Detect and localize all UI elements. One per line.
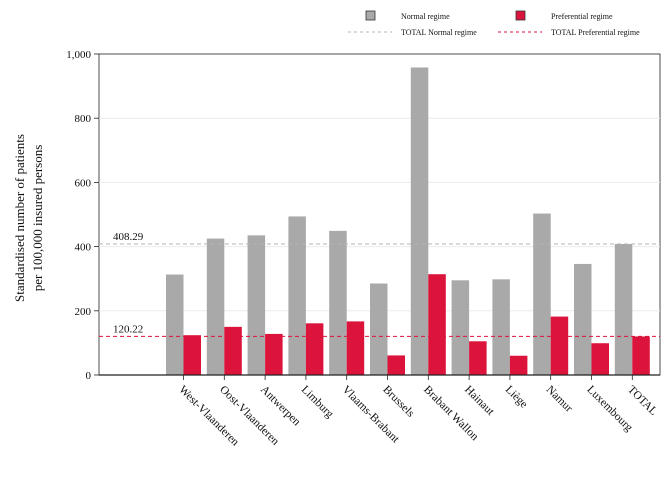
reference-line-label-1: 120.22: [113, 323, 143, 335]
y-axis-label-line-2: per 100,000 insured persons: [30, 145, 45, 292]
bar-normal-11: [614, 244, 633, 375]
y-tick-label-1: 200: [75, 306, 92, 318]
legend-swatch-normal: [365, 10, 376, 21]
y-tick-label-5: 1,000: [66, 49, 91, 61]
bar-preferential-9: [550, 316, 569, 375]
legend-label-preferential: Preferential regime: [551, 12, 613, 21]
legend-swatch-preferential: [515, 10, 526, 21]
y-tick-label-4: 800: [75, 113, 92, 125]
bar-preferential-1: [224, 326, 242, 375]
bar-normal-0: [166, 274, 184, 375]
y-axis-label-line-1: Standardised number of patients: [12, 134, 27, 302]
bar-preferential-4: [346, 321, 365, 375]
x-tick-label-11: TOTAL: [625, 384, 659, 418]
legend-label-total-normal: TOTAL Normal regime: [401, 28, 477, 37]
bar-preferential-10: [591, 343, 609, 375]
bar-normal-5: [370, 283, 388, 375]
legend: Normal regime Preferential regime TOTAL …: [348, 10, 640, 37]
x-tick-label-9: Namur: [544, 384, 575, 415]
x-tick-label-8: Liège: [503, 384, 530, 411]
legend-label-total-preferential: TOTAL Preferential regime: [551, 28, 640, 37]
bar-normal-4: [329, 230, 347, 375]
bar-normal-9: [533, 213, 551, 375]
y-tick-label-0: 0: [86, 370, 92, 382]
y-tick-label-3: 600: [75, 177, 92, 189]
plot-area: 02004006008001,000West-VlaanderenOost-Vl…: [66, 49, 661, 449]
bar-preferential-7: [469, 341, 487, 375]
x-tick-label-5: Brussels: [380, 384, 416, 420]
bar-normal-8: [492, 279, 510, 375]
bar-normal-10: [574, 263, 592, 375]
bar-normal-3: [288, 216, 306, 375]
bar-preferential-5: [387, 355, 405, 375]
bar-normal-2: [247, 235, 266, 375]
bar-preferential-2: [265, 333, 283, 375]
bar-preferential-11: [632, 336, 650, 375]
bar-preferential-6: [428, 274, 446, 375]
x-tick-label-3: Limburg: [299, 384, 336, 421]
bar-preferential-0: [183, 335, 201, 375]
bar-normal-6: [410, 67, 429, 376]
x-tick-label-7: Hainaut: [462, 384, 497, 419]
bar-normal-1: [206, 238, 225, 375]
bar-normal-7: [451, 280, 470, 375]
y-tick-label-2: 400: [75, 242, 92, 254]
legend-label-normal: Normal regime: [401, 12, 450, 21]
bar-preferential-8: [509, 355, 528, 375]
reference-line-label-0: 408.29: [113, 231, 144, 243]
bar-preferential-3: [305, 323, 324, 375]
